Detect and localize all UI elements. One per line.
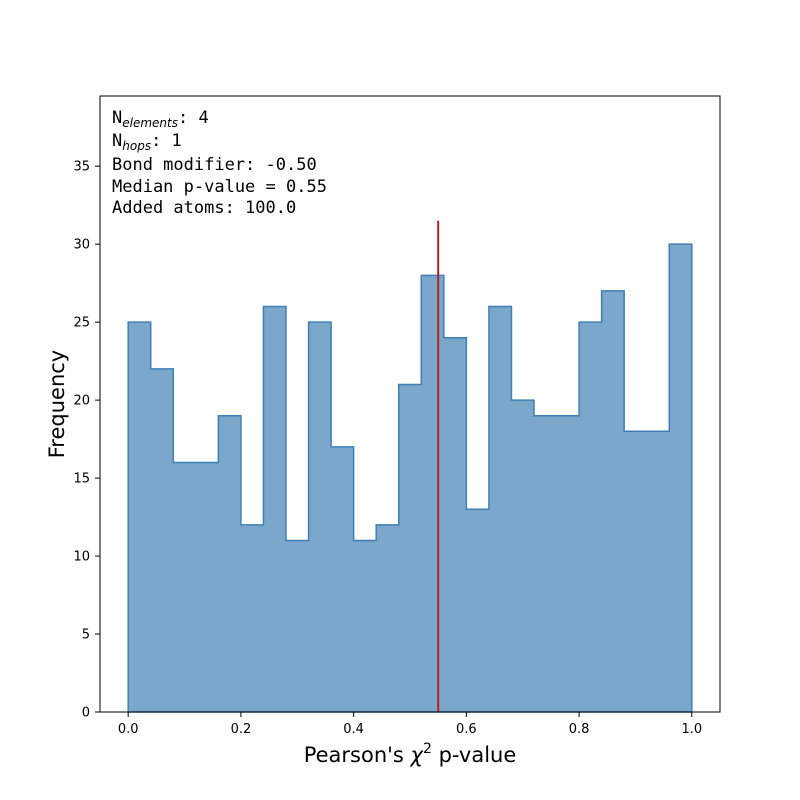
y-tick-label: 10 [73, 550, 90, 565]
x-axis-label-suffix: p-value [432, 743, 516, 767]
histogram-bin [647, 431, 670, 712]
histogram-bin [534, 416, 557, 712]
histogram-area [127, 243, 693, 713]
x-axis: 0.0 0.2 0.4 0.6 0.8 1.0 [118, 712, 702, 737]
x-axis-label-prefix: Pearson's [304, 743, 411, 767]
x-tick-label: 0.4 [343, 722, 364, 737]
histogram-bin [128, 322, 151, 712]
annotation-n-hops: Nhops: 1 [112, 131, 182, 153]
x-tick-label: 0.8 [569, 722, 590, 737]
histogram-bin [579, 322, 602, 712]
y-tick-label: 25 [73, 316, 90, 331]
y-tick-label: 0 [82, 706, 90, 721]
histogram-bin [399, 385, 422, 712]
histogram-bin [331, 447, 354, 712]
y-axis: 0 5 10 15 20 25 30 35 [73, 160, 100, 721]
histogram-bin [196, 462, 219, 712]
annotation-n-hops-prefix: N [112, 131, 122, 151]
annotation-n-elements: Nelements: 4 [112, 108, 209, 130]
histogram-bin [444, 338, 467, 712]
histogram-bin [421, 275, 444, 712]
annotation-n-hops-value: : 1 [151, 131, 182, 151]
histogram-bin [309, 322, 332, 712]
histogram-bin [376, 525, 399, 712]
x-axis-label-superscript: 2 [423, 741, 432, 757]
annotation-bond-modifier: Bond modifier: -0.50 [112, 155, 317, 175]
histogram-bin [602, 291, 625, 712]
histogram-bin [466, 509, 489, 712]
histogram-bin [151, 369, 174, 712]
y-tick-label: 35 [73, 160, 90, 175]
y-tick-label: 5 [82, 628, 90, 643]
annotation-n-elements-sub: elements [122, 116, 178, 130]
histogram-bin [354, 540, 377, 712]
x-tick-label: 1.0 [681, 722, 702, 737]
x-tick-label: 0.0 [118, 722, 139, 737]
plot-frame [99, 95, 721, 713]
y-tick-label: 15 [73, 472, 90, 487]
histogram-bin [241, 525, 264, 712]
annotation-median-pvalue: Median p-value = 0.55 [112, 177, 327, 197]
x-axis-label: Pearson's χ2 p-value [304, 741, 517, 767]
annotation-n-elements-prefix: N [112, 108, 122, 128]
histogram-bin [286, 540, 309, 712]
histogram-bin [624, 431, 647, 712]
y-axis-label: Frequency [45, 350, 69, 459]
histogram-bin [669, 244, 692, 712]
annotation-n-hops-sub: hops [122, 139, 151, 153]
histogram-bin [263, 307, 286, 712]
histogram-bin [489, 307, 512, 712]
y-tick-label: 30 [73, 238, 90, 253]
annotation-block: Nelements: 4 Nhops: 1 Bond modifier: -0.… [112, 108, 327, 218]
histogram-bin [173, 462, 196, 712]
annotation-added-atoms: Added atoms: 100.0 [112, 198, 296, 218]
histogram-bars [127, 243, 693, 713]
histogram-bin [511, 400, 534, 712]
histogram-bin [218, 416, 241, 712]
x-tick-label: 0.6 [456, 722, 477, 737]
y-tick-label: 20 [73, 394, 90, 409]
annotation-n-elements-value: : 4 [178, 108, 209, 128]
x-axis-label-symbol: χ [410, 743, 425, 767]
x-tick-label: 0.2 [231, 722, 252, 737]
histogram-bin [557, 416, 580, 712]
